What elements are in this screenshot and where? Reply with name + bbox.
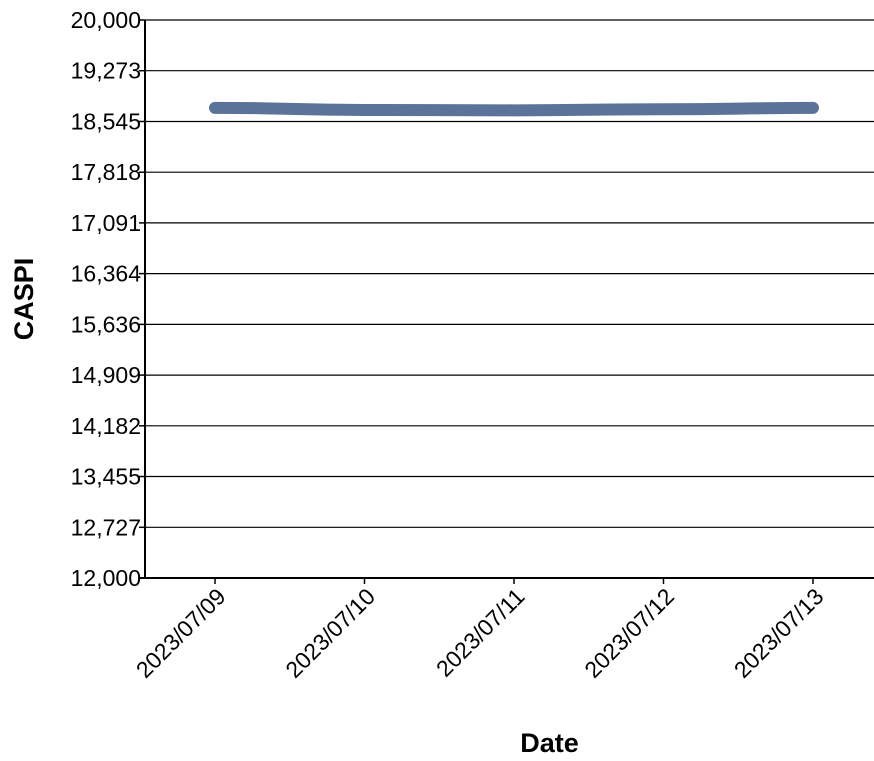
x-tick-label: 2023/07/10 (280, 583, 380, 683)
y-tick-label: 12,727 (71, 514, 141, 540)
axes (139, 20, 874, 579)
y-tick-label: 17,818 (71, 159, 141, 185)
series-line (209, 101, 819, 117)
x-axis-title: Date (520, 728, 579, 758)
y-tick-label: 20,000 (71, 7, 141, 33)
x-tick-label: 2023/07/13 (729, 583, 829, 683)
y-tick-label: 14,182 (71, 413, 141, 439)
y-tick-label: 19,273 (71, 58, 141, 84)
y-tick-label: 18,545 (71, 108, 141, 134)
series-layer (209, 101, 819, 117)
gridlines (145, 19, 874, 528)
y-tick-label: 12,000 (71, 565, 141, 591)
y-tick-labels: 12,000 12,727 13,455 14,182 14,909 15,636 16,3… (71, 7, 145, 591)
y-axis-title: CASPI (9, 258, 39, 341)
x-tick-labels: 2023/07/09 2023/07/10 2023/07/11 2023/07/12… (131, 578, 829, 683)
y-tick-label: 13,455 (71, 464, 141, 490)
x-tick-label: 2023/07/09 (131, 583, 231, 683)
y-tick-label: 17,091 (71, 210, 141, 236)
x-tick-label: 2023/07/11 (431, 583, 530, 682)
y-tick-label: 14,909 (71, 362, 141, 388)
y-tick-label: 15,636 (71, 311, 141, 337)
x-tick-label: 2023/07/12 (579, 583, 679, 683)
y-tick-label: 16,364 (71, 261, 142, 287)
